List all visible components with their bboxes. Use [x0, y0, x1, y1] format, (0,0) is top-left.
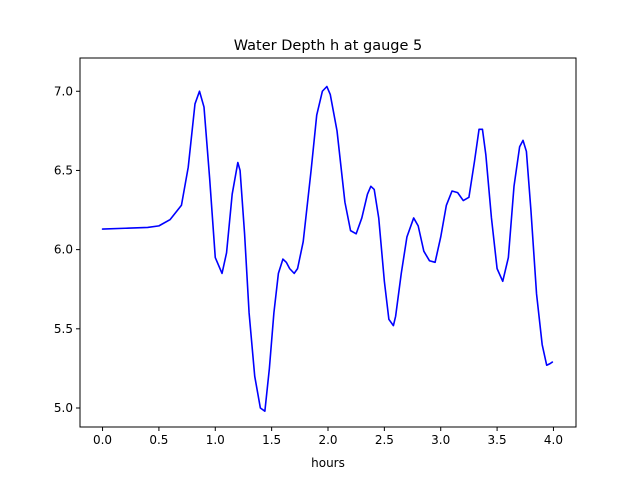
x-tick-label: 0.0 [93, 433, 112, 447]
x-tick-label: 1.0 [206, 433, 225, 447]
series-line-0 [101, 85, 554, 412]
x-tick-label: 3.0 [431, 433, 450, 447]
y-tick-label: 6.0 [54, 243, 73, 257]
x-tick-label: 2.5 [375, 433, 394, 447]
x-axis-ticks: 0.0 0.5 1.0 1.5 2.0 2.5 3.0 3.5 4.0 [93, 427, 563, 447]
y-tick-label: 5.0 [54, 401, 73, 415]
x-tick-label: 0.5 [149, 433, 168, 447]
x-axis-label: hours [311, 456, 345, 470]
y-axis-ticks: 5.0 5.5 6.0 6.5 7.0 [54, 84, 80, 415]
x-tick-label: 3.5 [488, 433, 507, 447]
y-tick-label: 6.5 [54, 163, 73, 177]
chart-title: Water Depth h at gauge 5 [234, 38, 422, 54]
y-tick-label: 5.5 [54, 322, 73, 336]
x-tick-label: 4.0 [544, 433, 563, 447]
x-tick-label: 1.5 [262, 433, 281, 447]
y-tick-label: 7.0 [54, 84, 73, 98]
x-tick-label: 2.0 [318, 433, 337, 447]
